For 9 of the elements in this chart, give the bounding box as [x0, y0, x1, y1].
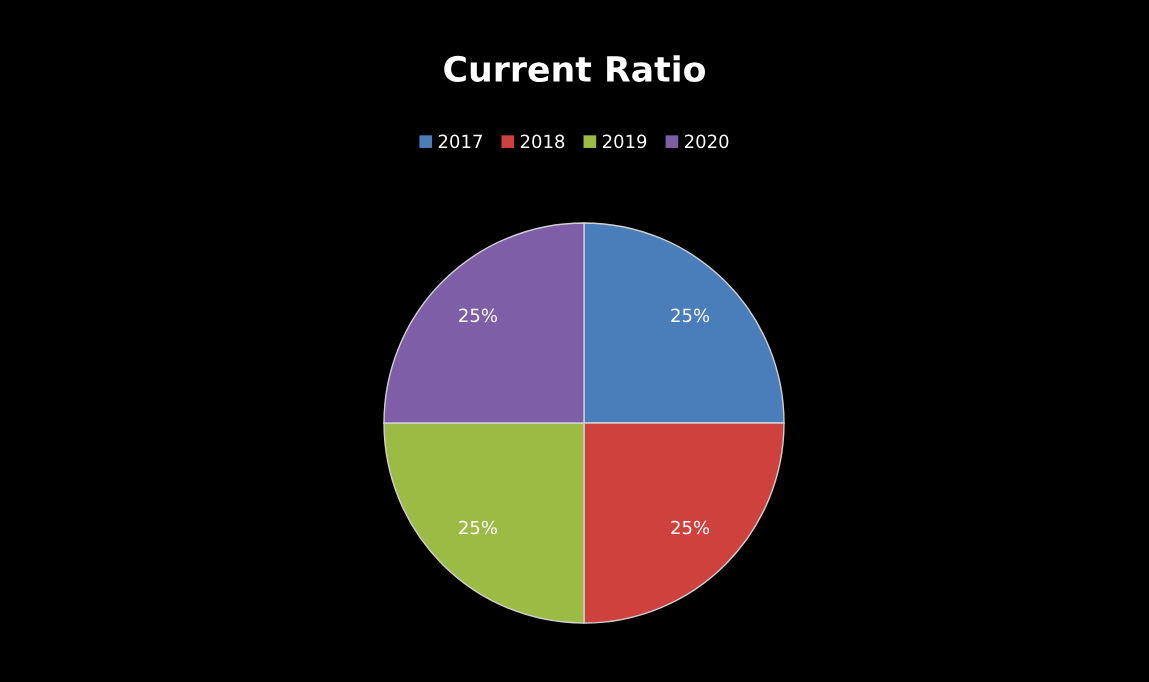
data-label: 25% [671, 308, 710, 323]
legend-label: 2018 [520, 134, 565, 149]
data-label: 25% [459, 308, 497, 323]
data-label: 25% [671, 520, 710, 535]
data-label: 25% [459, 520, 497, 535]
chart-title: Current Ratio [444, 55, 705, 83]
legend-label: 2020 [684, 134, 729, 149]
legend-label: 2017 [438, 134, 482, 149]
legend-label: 2019 [602, 134, 647, 149]
